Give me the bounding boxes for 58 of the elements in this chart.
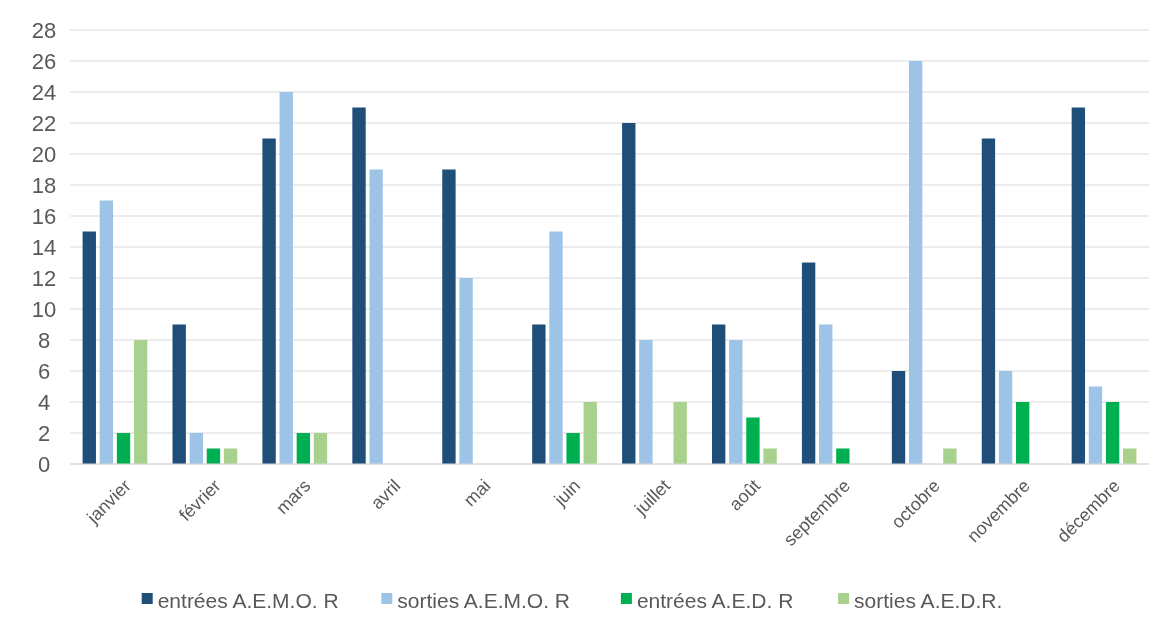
bar xyxy=(262,138,276,464)
y-tick-label: 22 xyxy=(31,110,57,136)
y-tick-label: 14 xyxy=(31,234,57,260)
bar xyxy=(189,433,203,464)
bar xyxy=(583,402,597,464)
bar xyxy=(673,402,687,464)
bar xyxy=(296,433,311,464)
bar xyxy=(532,324,546,464)
y-tick-label: 26 xyxy=(31,48,57,74)
y-tick-label: 0 xyxy=(37,451,51,477)
bar xyxy=(442,169,456,464)
bar xyxy=(279,92,293,464)
bar xyxy=(99,200,114,464)
bar xyxy=(566,433,580,464)
y-tick-label: 20 xyxy=(31,141,57,167)
bar xyxy=(998,371,1013,464)
bar xyxy=(801,262,816,464)
bar xyxy=(836,448,850,464)
y-tick-label: 12 xyxy=(31,265,57,291)
y-tick-label: 24 xyxy=(31,79,57,105)
y-tick-label: 16 xyxy=(31,203,57,229)
bar xyxy=(549,231,563,464)
y-tick-label: 6 xyxy=(37,358,51,384)
bar xyxy=(459,278,473,464)
legend-label: entrées A.E.D. R xyxy=(636,589,794,613)
x-tick-label: juin xyxy=(549,475,585,511)
bar xyxy=(819,324,833,464)
bar xyxy=(908,61,923,464)
bar xyxy=(1105,402,1120,464)
bar xyxy=(1016,402,1030,464)
bar xyxy=(313,433,328,464)
bar xyxy=(352,107,366,464)
y-tick-label: 10 xyxy=(31,296,57,322)
bar xyxy=(891,371,906,464)
bar xyxy=(729,340,743,464)
y-tick-label: 2 xyxy=(37,420,51,446)
bar xyxy=(133,340,148,464)
x-tick-label: mai xyxy=(459,475,495,511)
y-tick-label: 28 xyxy=(31,17,57,43)
bar xyxy=(981,138,996,464)
bar xyxy=(639,340,653,464)
y-tick-label: 4 xyxy=(37,389,51,415)
bar xyxy=(763,448,777,464)
legend-label: sorties A.E.D.R. xyxy=(854,589,1003,613)
bar xyxy=(82,231,96,464)
bar xyxy=(1088,386,1103,464)
bar xyxy=(746,417,760,464)
bar xyxy=(622,123,636,464)
legend-label: entrées A.E.M.O. R xyxy=(157,589,339,613)
bar xyxy=(369,169,383,464)
y-tick-label: 18 xyxy=(31,172,57,198)
bar xyxy=(116,433,131,464)
bar xyxy=(1071,107,1086,464)
legend-label: sorties A.E.M.O. R xyxy=(397,589,571,613)
bar xyxy=(172,324,186,464)
bar xyxy=(943,448,957,464)
bar xyxy=(712,324,726,464)
y-tick-label: 8 xyxy=(37,327,51,353)
